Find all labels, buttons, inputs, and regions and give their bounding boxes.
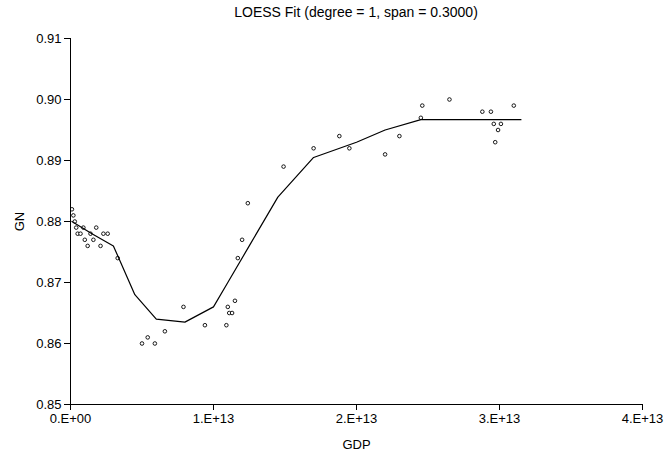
svg-text:GDP: GDP — [342, 437, 370, 452]
html-text:LOESS Fit (degree = 1, span =: LOESS Fit (degree = 1, span = 0.3000) — [234, 4, 478, 20]
svg-text:1.E+13: 1.E+13 — [193, 411, 235, 426]
svg-text:GN: GN — [12, 212, 27, 232]
svg-text:0.87: 0.87 — [36, 275, 61, 290]
svg-text:2.E+13: 2.E+13 — [336, 411, 378, 426]
svg-text:3.E+13: 3.E+13 — [479, 411, 521, 426]
svg-text:0.91: 0.91 — [36, 31, 61, 46]
svg-text:0.86: 0.86 — [36, 336, 61, 351]
svg-text:0.89: 0.89 — [36, 153, 61, 168]
svg-text:0.85: 0.85 — [36, 397, 61, 412]
svg-text:0.E+00: 0.E+00 — [50, 411, 92, 426]
svg-text:4.E+13: 4.E+13 — [622, 411, 664, 426]
svg-text:0.88: 0.88 — [36, 214, 61, 229]
svg-text:0.90: 0.90 — [36, 92, 61, 107]
